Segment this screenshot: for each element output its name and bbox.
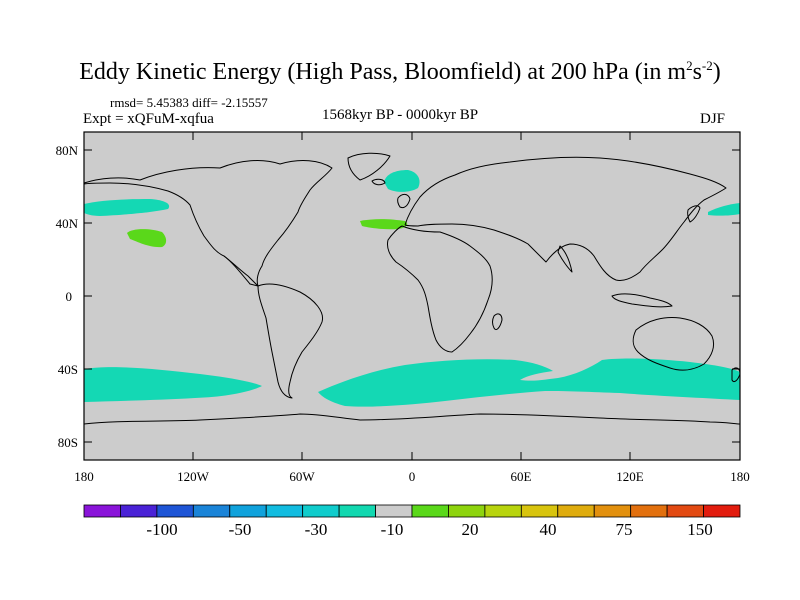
europe-asia-coast bbox=[404, 156, 727, 281]
north-pacific-west-patch bbox=[708, 203, 740, 216]
colorbar-label: -50 bbox=[229, 520, 252, 539]
colorbar-cell bbox=[302, 504, 340, 518]
south-atlantic-indian-band bbox=[318, 358, 740, 407]
lat-label: 0 bbox=[66, 289, 73, 304]
colorbar-label: -100 bbox=[146, 520, 177, 539]
colorbar bbox=[83, 504, 741, 518]
colorbar-cell bbox=[411, 504, 449, 518]
lat-label: 80N bbox=[56, 143, 79, 158]
colorbar-cell bbox=[338, 504, 376, 518]
colorbar-cell bbox=[229, 504, 267, 518]
colorbar-cell bbox=[192, 504, 231, 518]
colorbar-label: -30 bbox=[305, 520, 328, 539]
latitude-labels: 80N 40N 0 40S 80S bbox=[56, 143, 79, 450]
colorbar-cell bbox=[557, 504, 595, 518]
lon-label: 0 bbox=[409, 469, 416, 484]
africa-coast bbox=[387, 225, 493, 353]
colorbar-cell bbox=[265, 504, 304, 518]
stats-text: rmsd= 5.45383 diff= -2.15557 bbox=[110, 95, 268, 110]
lon-label: 60E bbox=[511, 469, 532, 484]
lon-label: 120W bbox=[177, 469, 210, 484]
north-atlantic-patch bbox=[384, 170, 420, 192]
colorbar-labels: -100 -50 -30 -10 20 40 75 150 bbox=[146, 520, 712, 539]
colorbar-cell bbox=[83, 504, 121, 518]
lon-label: 180 bbox=[74, 469, 94, 484]
colorbar-cell bbox=[448, 504, 486, 518]
colorbar-cell bbox=[630, 504, 668, 518]
colorbar-cell bbox=[375, 504, 413, 518]
colorbar-cell bbox=[593, 504, 632, 518]
lat-label: 40S bbox=[58, 362, 78, 377]
lon-label: 60W bbox=[289, 469, 315, 484]
central-america-coast bbox=[223, 255, 259, 287]
colorbar-cell bbox=[484, 504, 522, 518]
atlantic-green-patch bbox=[360, 219, 408, 230]
north-pacific-east-patch bbox=[84, 199, 170, 216]
positive-anomaly-regions bbox=[127, 219, 408, 248]
uk-coast bbox=[397, 193, 411, 209]
colorbar-label: 75 bbox=[616, 520, 633, 539]
iceland-coast bbox=[371, 178, 386, 186]
longitude-labels: 180 120W 60W 0 60E 120E 180 bbox=[74, 469, 750, 484]
indonesia-coast bbox=[611, 293, 673, 308]
india-coast bbox=[557, 245, 573, 273]
south-america-coast bbox=[257, 283, 324, 399]
japan-coast bbox=[687, 205, 701, 223]
greenland-coast bbox=[347, 152, 391, 181]
colorbar-cell bbox=[666, 504, 704, 518]
lon-label: 180 bbox=[730, 469, 750, 484]
south-pacific-band bbox=[84, 367, 262, 402]
colorbar-label: 40 bbox=[540, 520, 557, 539]
antarctica-coast bbox=[83, 413, 741, 425]
colorbar-label: 150 bbox=[687, 520, 713, 539]
lat-label: 40N bbox=[56, 216, 79, 231]
lon-label: 120E bbox=[616, 469, 644, 484]
lat-label: 80S bbox=[58, 435, 78, 450]
madagascar-coast bbox=[492, 313, 503, 331]
pacific-green-patch bbox=[127, 229, 167, 248]
colorbar-cell bbox=[520, 504, 559, 518]
season-label: DJF bbox=[700, 111, 726, 127]
axis-ticks bbox=[83, 132, 741, 460]
negative-anomaly-regions bbox=[84, 170, 740, 407]
colorbar-cell bbox=[703, 504, 741, 518]
period-label: 1568kyr BP - 0000kyr BP bbox=[322, 107, 479, 123]
colorbar-label: 20 bbox=[462, 520, 479, 539]
colorbar-label: -10 bbox=[381, 520, 404, 539]
colorbar-cell bbox=[156, 504, 194, 518]
colorbar-cell bbox=[120, 504, 158, 518]
australia-coast bbox=[632, 317, 715, 371]
chart-title: Eddy Kinetic Energy (High Pass, Bloomfie… bbox=[79, 58, 721, 85]
north-america-coast bbox=[83, 160, 333, 287]
experiment-label: Expt = xQFuM-xqfua bbox=[83, 111, 214, 127]
